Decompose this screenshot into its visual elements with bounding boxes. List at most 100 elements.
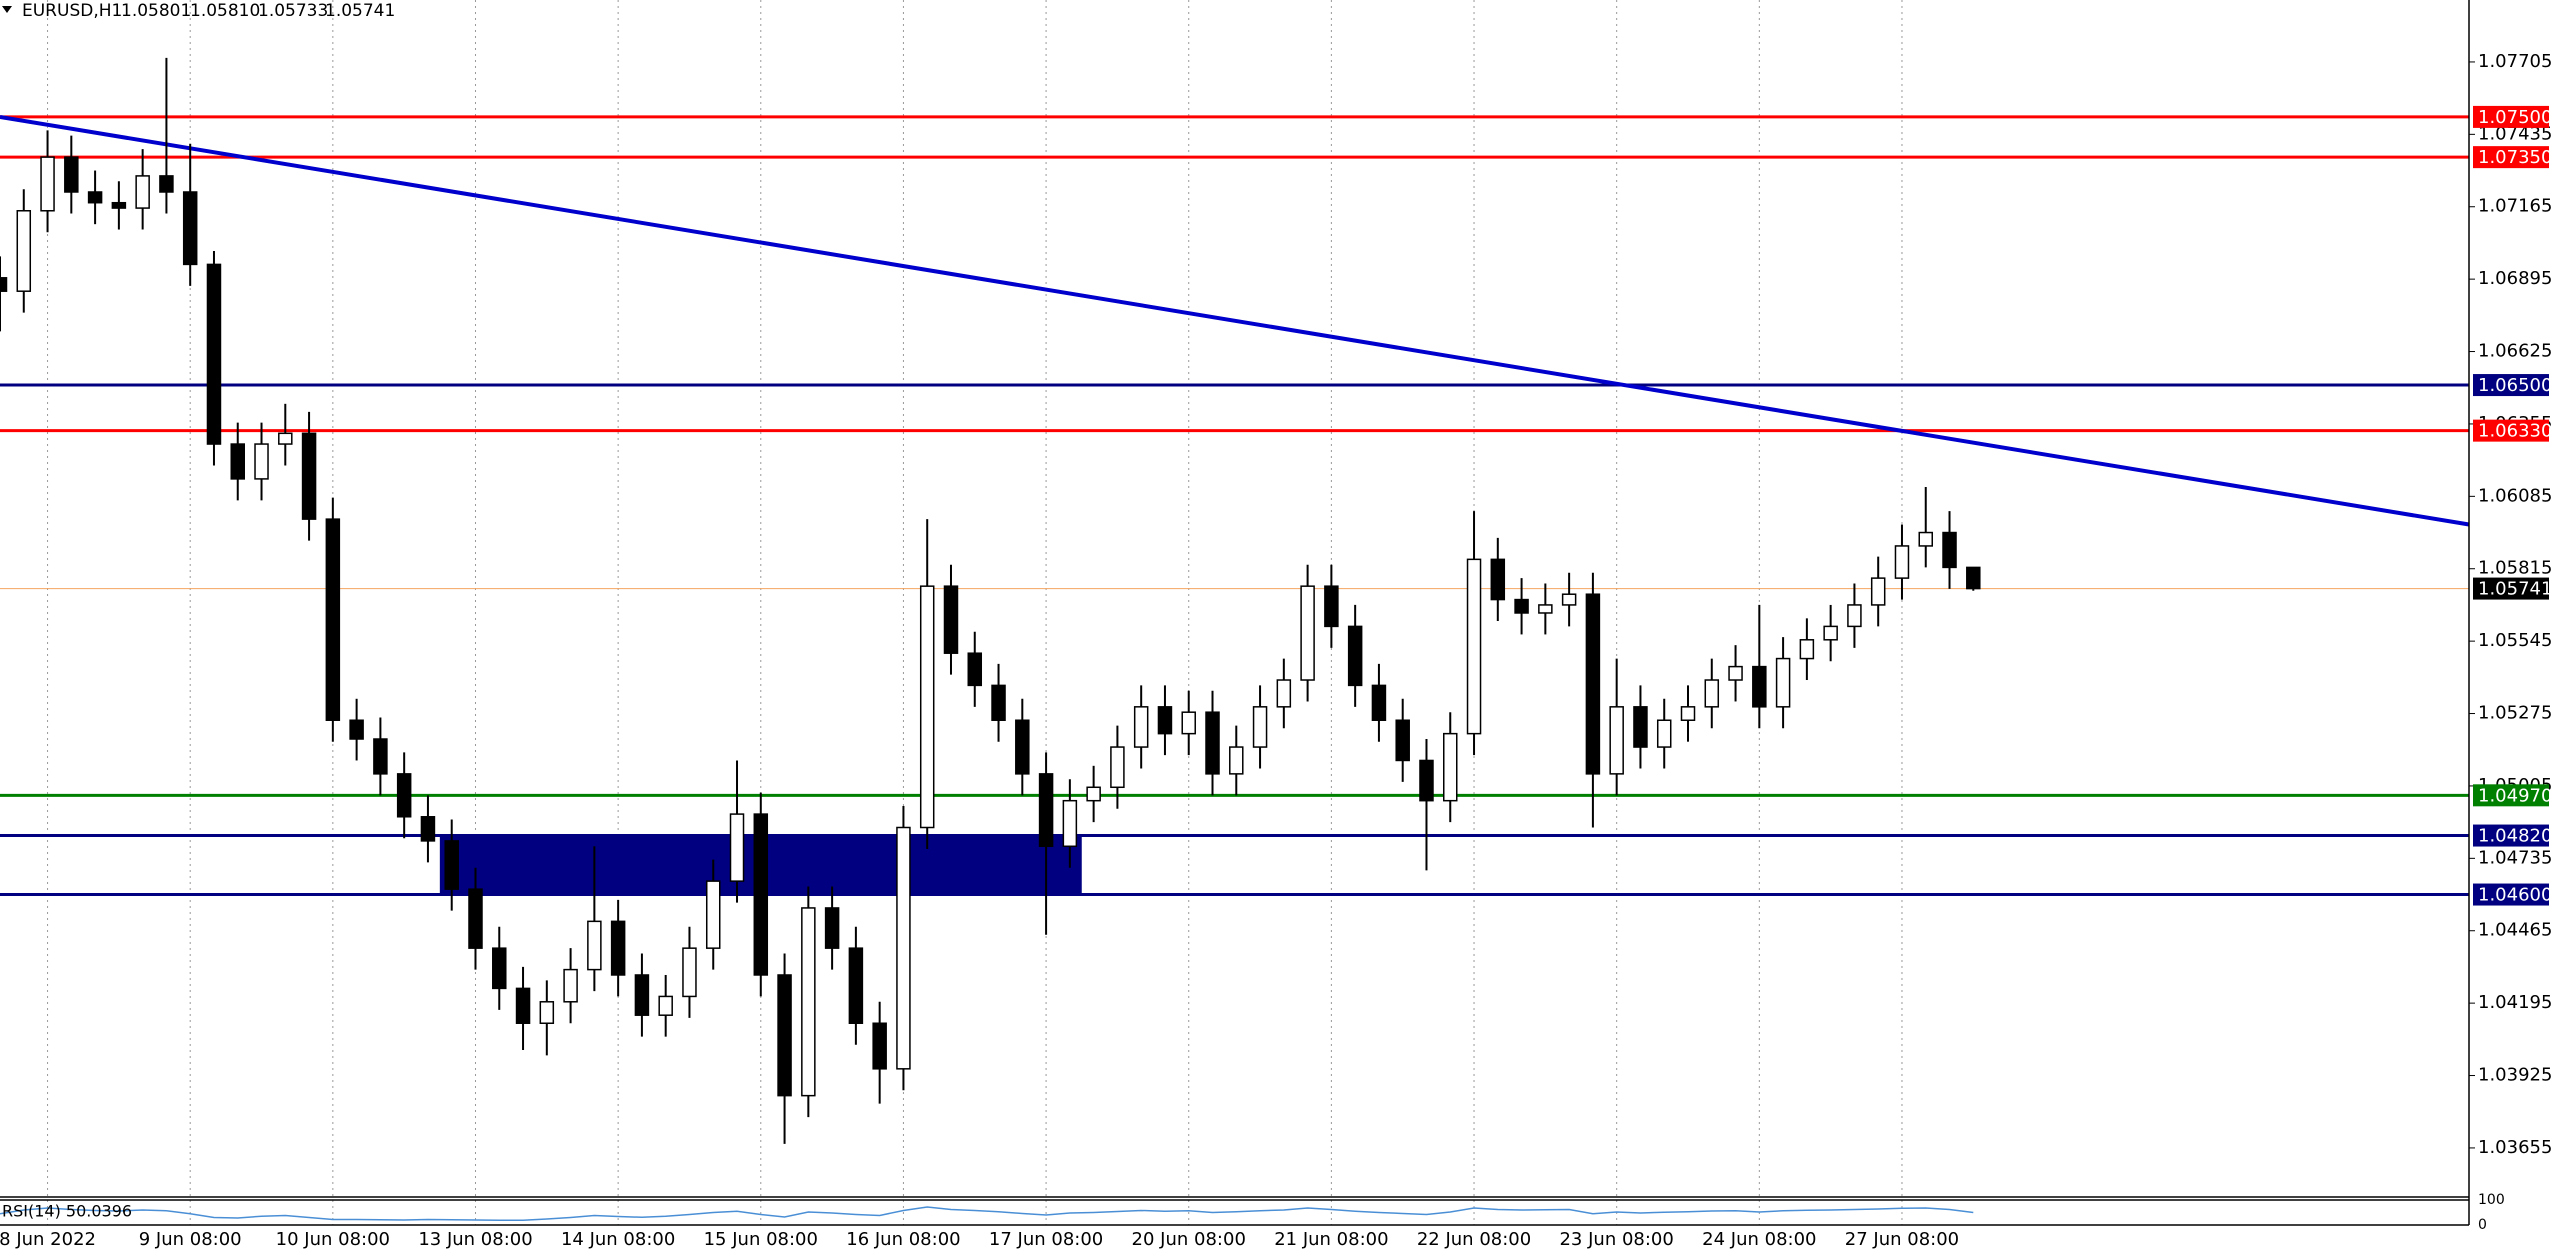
candle-body [1775, 657, 1791, 708]
y-tick-label: 1.07705 [2478, 51, 2552, 72]
candle-body [753, 813, 769, 976]
candle-body [1514, 598, 1529, 614]
x-tick-label: 14 Jun 08:00 [561, 1229, 675, 1250]
candle-body [1633, 706, 1648, 748]
candle-body [1561, 593, 1577, 606]
candle-body [444, 840, 459, 890]
x-tick-label: 15 Jun 08:00 [704, 1229, 818, 1250]
candle-body [967, 652, 983, 687]
rsi-line [0, 1206, 1974, 1221]
candle-body [1395, 719, 1410, 762]
level-label: 1.06330 [2478, 421, 2552, 442]
x-tick-label: 20 Jun 08:00 [1132, 1229, 1246, 1250]
candle-body [943, 585, 959, 654]
candle-body [1229, 746, 1244, 775]
candle-body [872, 1022, 887, 1070]
x-tick-label: 9 Jun 08:00 [139, 1229, 242, 1250]
level-label: 1.07350 [2478, 147, 2552, 168]
candle-body [0, 277, 8, 292]
candle-body [1300, 585, 1315, 681]
x-tick-label: 22 Jun 08:00 [1417, 1229, 1531, 1250]
candle-body [396, 773, 412, 818]
candle-body [87, 191, 103, 204]
x-tick-label: 24 Jun 08:00 [1702, 1229, 1816, 1250]
level-label-bg [2473, 883, 2549, 906]
candle-body [1847, 604, 1862, 628]
level-label-bg [2473, 105, 2549, 128]
candle-body [539, 1001, 555, 1024]
candle-body [587, 920, 602, 971]
candle-body [705, 880, 721, 949]
x-tick-label: 13 Jun 08:00 [418, 1229, 532, 1250]
candle-body [301, 432, 317, 520]
candle-body [777, 974, 792, 1097]
rsi-label: RSI(14) 50.0396 [2, 1202, 132, 1221]
x-tick-label: 16 Jun 08:00 [846, 1229, 960, 1250]
y-tick-label: 1.06085 [2478, 485, 2552, 506]
level-label-bg [2473, 824, 2549, 847]
level-label-bg [2473, 784, 2549, 807]
candle-body [159, 175, 174, 193]
candle-body [824, 907, 840, 949]
candle-body [515, 987, 531, 1024]
candle-body [848, 947, 864, 1024]
candle-body [373, 738, 388, 775]
candle-body [801, 907, 816, 1097]
candle-body [64, 156, 79, 193]
candle-body [610, 920, 626, 976]
candle-body [254, 443, 269, 480]
y-tick-label: 1.04195 [2478, 992, 2552, 1013]
quote: 1.05733 [258, 1, 328, 21]
y-tick-label: 1.05815 [2478, 558, 2552, 579]
candle-body [1324, 585, 1339, 628]
candle-body [1870, 577, 1886, 606]
candle-body [1656, 719, 1672, 748]
candle-body [1086, 786, 1101, 802]
x-tick-label: 23 Jun 08:00 [1559, 1229, 1673, 1250]
candle-body [135, 175, 150, 209]
x-tick-label: 27 Jun 08:00 [1845, 1229, 1959, 1250]
level-label: 1.04820 [2478, 826, 2552, 847]
candle-body [1110, 746, 1125, 789]
quote: 1.05741 [325, 1, 395, 21]
candle-body [634, 974, 650, 1016]
candle-body [1609, 706, 1624, 775]
candle-body [230, 443, 245, 480]
candle-body [111, 201, 127, 209]
candle-body [492, 947, 507, 990]
candle-body [1038, 773, 1054, 848]
candle-body [919, 585, 935, 829]
level-label: 1.04600 [2478, 885, 2552, 906]
y-tick-label: 1.03655 [2478, 1137, 2552, 1158]
candle-body [1181, 711, 1196, 735]
trendline [0, 114, 2470, 527]
candle-body [1680, 706, 1696, 721]
current-price-label: 1.05741 [2478, 579, 2552, 600]
y-tick-label: 1.06895 [2478, 268, 2552, 289]
candle-body [1157, 706, 1173, 735]
candle-body [1538, 604, 1553, 614]
candle-body [1443, 732, 1458, 802]
candle-body [182, 191, 198, 266]
candle-body [896, 826, 911, 1070]
candle-body [206, 263, 222, 445]
candle-body [1015, 719, 1030, 775]
candle-body [1728, 665, 1743, 681]
quote: 1.05810 [190, 1, 260, 21]
menu-arrow[interactable] [2, 6, 12, 13]
candle-body [420, 816, 436, 842]
candle-body [1966, 566, 1981, 590]
candle-body [991, 684, 1006, 721]
rsi-tick-label: 0 [2478, 1217, 2487, 1233]
x-tick-label: 8 Jun 2022 [0, 1229, 96, 1250]
y-tick-label: 1.05275 [2478, 703, 2552, 724]
quote: 1.05801 [121, 1, 191, 21]
level-label: 1.06500 [2478, 375, 2552, 396]
current-price-label-bg [2473, 577, 2549, 600]
candle-body [1205, 711, 1220, 775]
candle-body [40, 156, 55, 212]
level-label-bg [2473, 374, 2549, 397]
candle-body [468, 888, 483, 949]
